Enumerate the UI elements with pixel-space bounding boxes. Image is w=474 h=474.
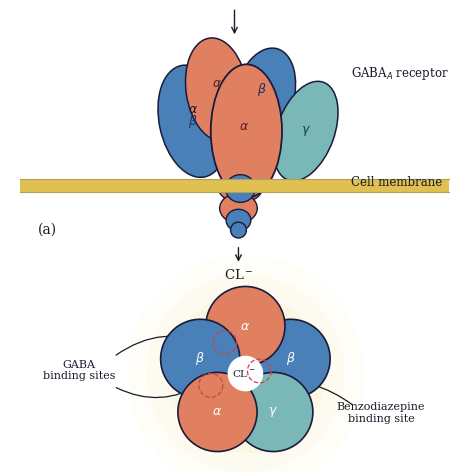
- Circle shape: [251, 319, 330, 399]
- Text: CL$^-$: CL$^-$: [224, 268, 253, 282]
- Ellipse shape: [219, 174, 262, 202]
- Circle shape: [196, 324, 295, 423]
- Circle shape: [181, 309, 310, 438]
- Circle shape: [166, 294, 325, 453]
- Ellipse shape: [158, 65, 228, 177]
- Ellipse shape: [226, 210, 251, 231]
- Circle shape: [127, 255, 364, 474]
- Circle shape: [218, 346, 273, 401]
- Bar: [20, 179, 449, 192]
- Text: $\beta$: $\beta$: [286, 350, 295, 367]
- Text: $\alpha$: $\alpha$: [239, 119, 249, 133]
- Ellipse shape: [233, 48, 296, 145]
- Text: $\alpha$: $\alpha$: [188, 103, 198, 116]
- Text: $\beta$: $\beta$: [195, 350, 205, 367]
- Circle shape: [234, 373, 313, 452]
- Circle shape: [146, 274, 344, 473]
- Ellipse shape: [185, 38, 248, 141]
- Text: $\gamma$: $\gamma$: [301, 124, 311, 138]
- Text: $\alpha$: $\alpha$: [240, 319, 250, 333]
- Text: $\gamma$: $\gamma$: [268, 405, 278, 419]
- Text: $\alpha$: $\alpha$: [212, 405, 222, 419]
- Circle shape: [178, 373, 257, 452]
- Text: (a): (a): [38, 223, 57, 237]
- Circle shape: [161, 319, 240, 399]
- Text: $\beta$: $\beta$: [257, 81, 267, 98]
- Ellipse shape: [230, 222, 246, 238]
- Text: Cell membrane: Cell membrane: [351, 176, 443, 189]
- Text: $\alpha$: $\alpha$: [212, 77, 222, 90]
- Text: GABA$_A$ receptor: GABA$_A$ receptor: [351, 65, 449, 82]
- Text: CL$^-$: CL$^-$: [232, 368, 255, 379]
- Text: Benzodiazepine
binding site: Benzodiazepine binding site: [337, 402, 425, 424]
- Text: $\beta$: $\beta$: [188, 113, 198, 130]
- Circle shape: [206, 286, 285, 365]
- Ellipse shape: [211, 64, 282, 198]
- Ellipse shape: [219, 193, 257, 223]
- Ellipse shape: [273, 82, 338, 181]
- Circle shape: [208, 336, 283, 411]
- Circle shape: [228, 356, 263, 392]
- Ellipse shape: [226, 174, 255, 202]
- Text: GABA
binding sites: GABA binding sites: [43, 360, 115, 382]
